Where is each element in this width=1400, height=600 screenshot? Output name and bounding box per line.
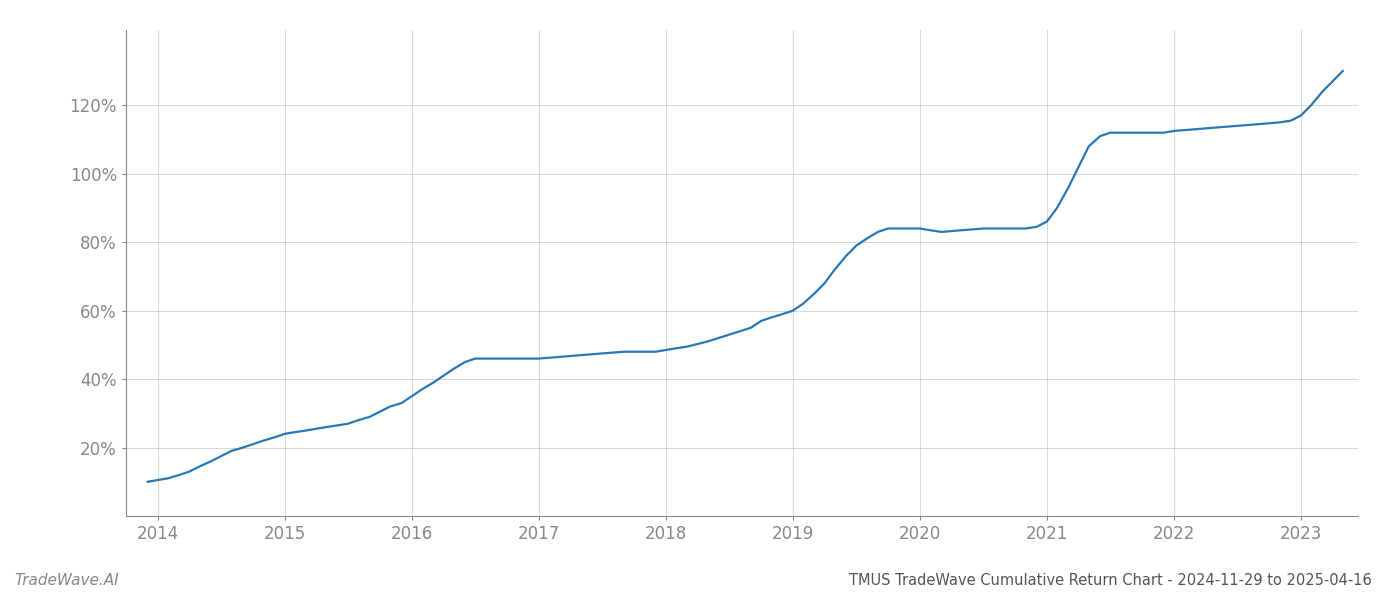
Text: TMUS TradeWave Cumulative Return Chart - 2024-11-29 to 2025-04-16: TMUS TradeWave Cumulative Return Chart -… [850, 573, 1372, 588]
Text: TradeWave.AI: TradeWave.AI [14, 573, 119, 588]
